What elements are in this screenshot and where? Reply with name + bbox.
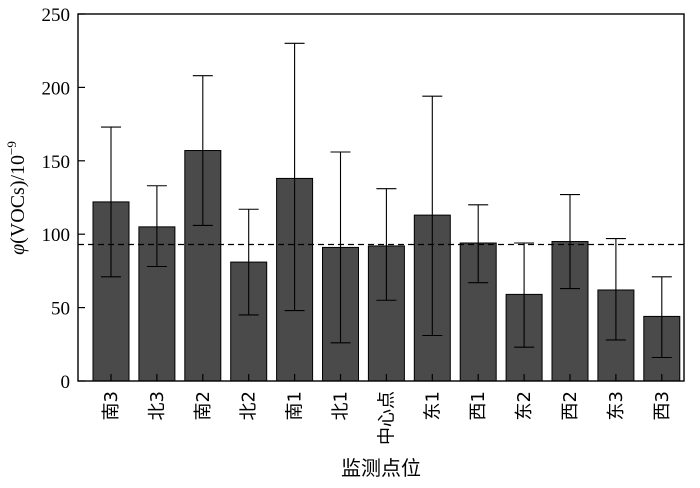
x-tick-label-8: 东1	[422, 391, 443, 420]
x-axis-title: 监测点位	[341, 456, 421, 480]
plot-frame	[77, 13, 685, 382]
x-tick-label-4: 北2	[239, 391, 260, 420]
y-tick-label-200: 200	[42, 78, 71, 99]
y-tick-label-50: 50	[51, 299, 70, 320]
x-tick-label-6: 北1	[331, 391, 352, 420]
x-tick-label-2: 北3	[147, 391, 168, 420]
x-tick-label-1: 南3	[101, 391, 122, 420]
y-tick-label-250: 250	[42, 5, 71, 26]
x-tick-label-5: 南1	[285, 391, 306, 420]
x-tick-label-11: 西2	[560, 391, 581, 420]
x-tick-label-3: 南2	[193, 391, 214, 420]
x-tick-label-13: 西3	[652, 391, 673, 420]
y-tick-label-150: 150	[42, 152, 71, 173]
y-tick-label-100: 100	[42, 225, 71, 246]
x-tick-label-7: 中心点	[376, 391, 397, 445]
y-axis-title: φ(VOCs)/10−9	[4, 141, 29, 255]
bar-4	[230, 261, 268, 382]
x-tick-label-10: 东2	[514, 391, 535, 420]
y-tick-label-0: 0	[61, 372, 71, 393]
x-tick-label-12: 东3	[606, 391, 627, 420]
x-tick-label-9: 西1	[468, 391, 489, 420]
